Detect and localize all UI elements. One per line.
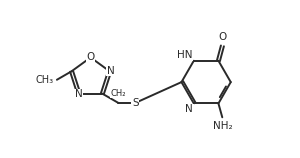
- Text: O: O: [86, 52, 95, 62]
- Text: N: N: [106, 66, 114, 76]
- Text: CH₃: CH₃: [36, 75, 54, 85]
- Text: CH₂: CH₂: [111, 88, 126, 97]
- Text: O: O: [218, 32, 226, 42]
- Text: N: N: [75, 89, 82, 99]
- Text: S: S: [132, 98, 139, 108]
- Text: N: N: [185, 104, 193, 114]
- Text: HN: HN: [177, 50, 192, 60]
- Text: NH₂: NH₂: [213, 121, 233, 131]
